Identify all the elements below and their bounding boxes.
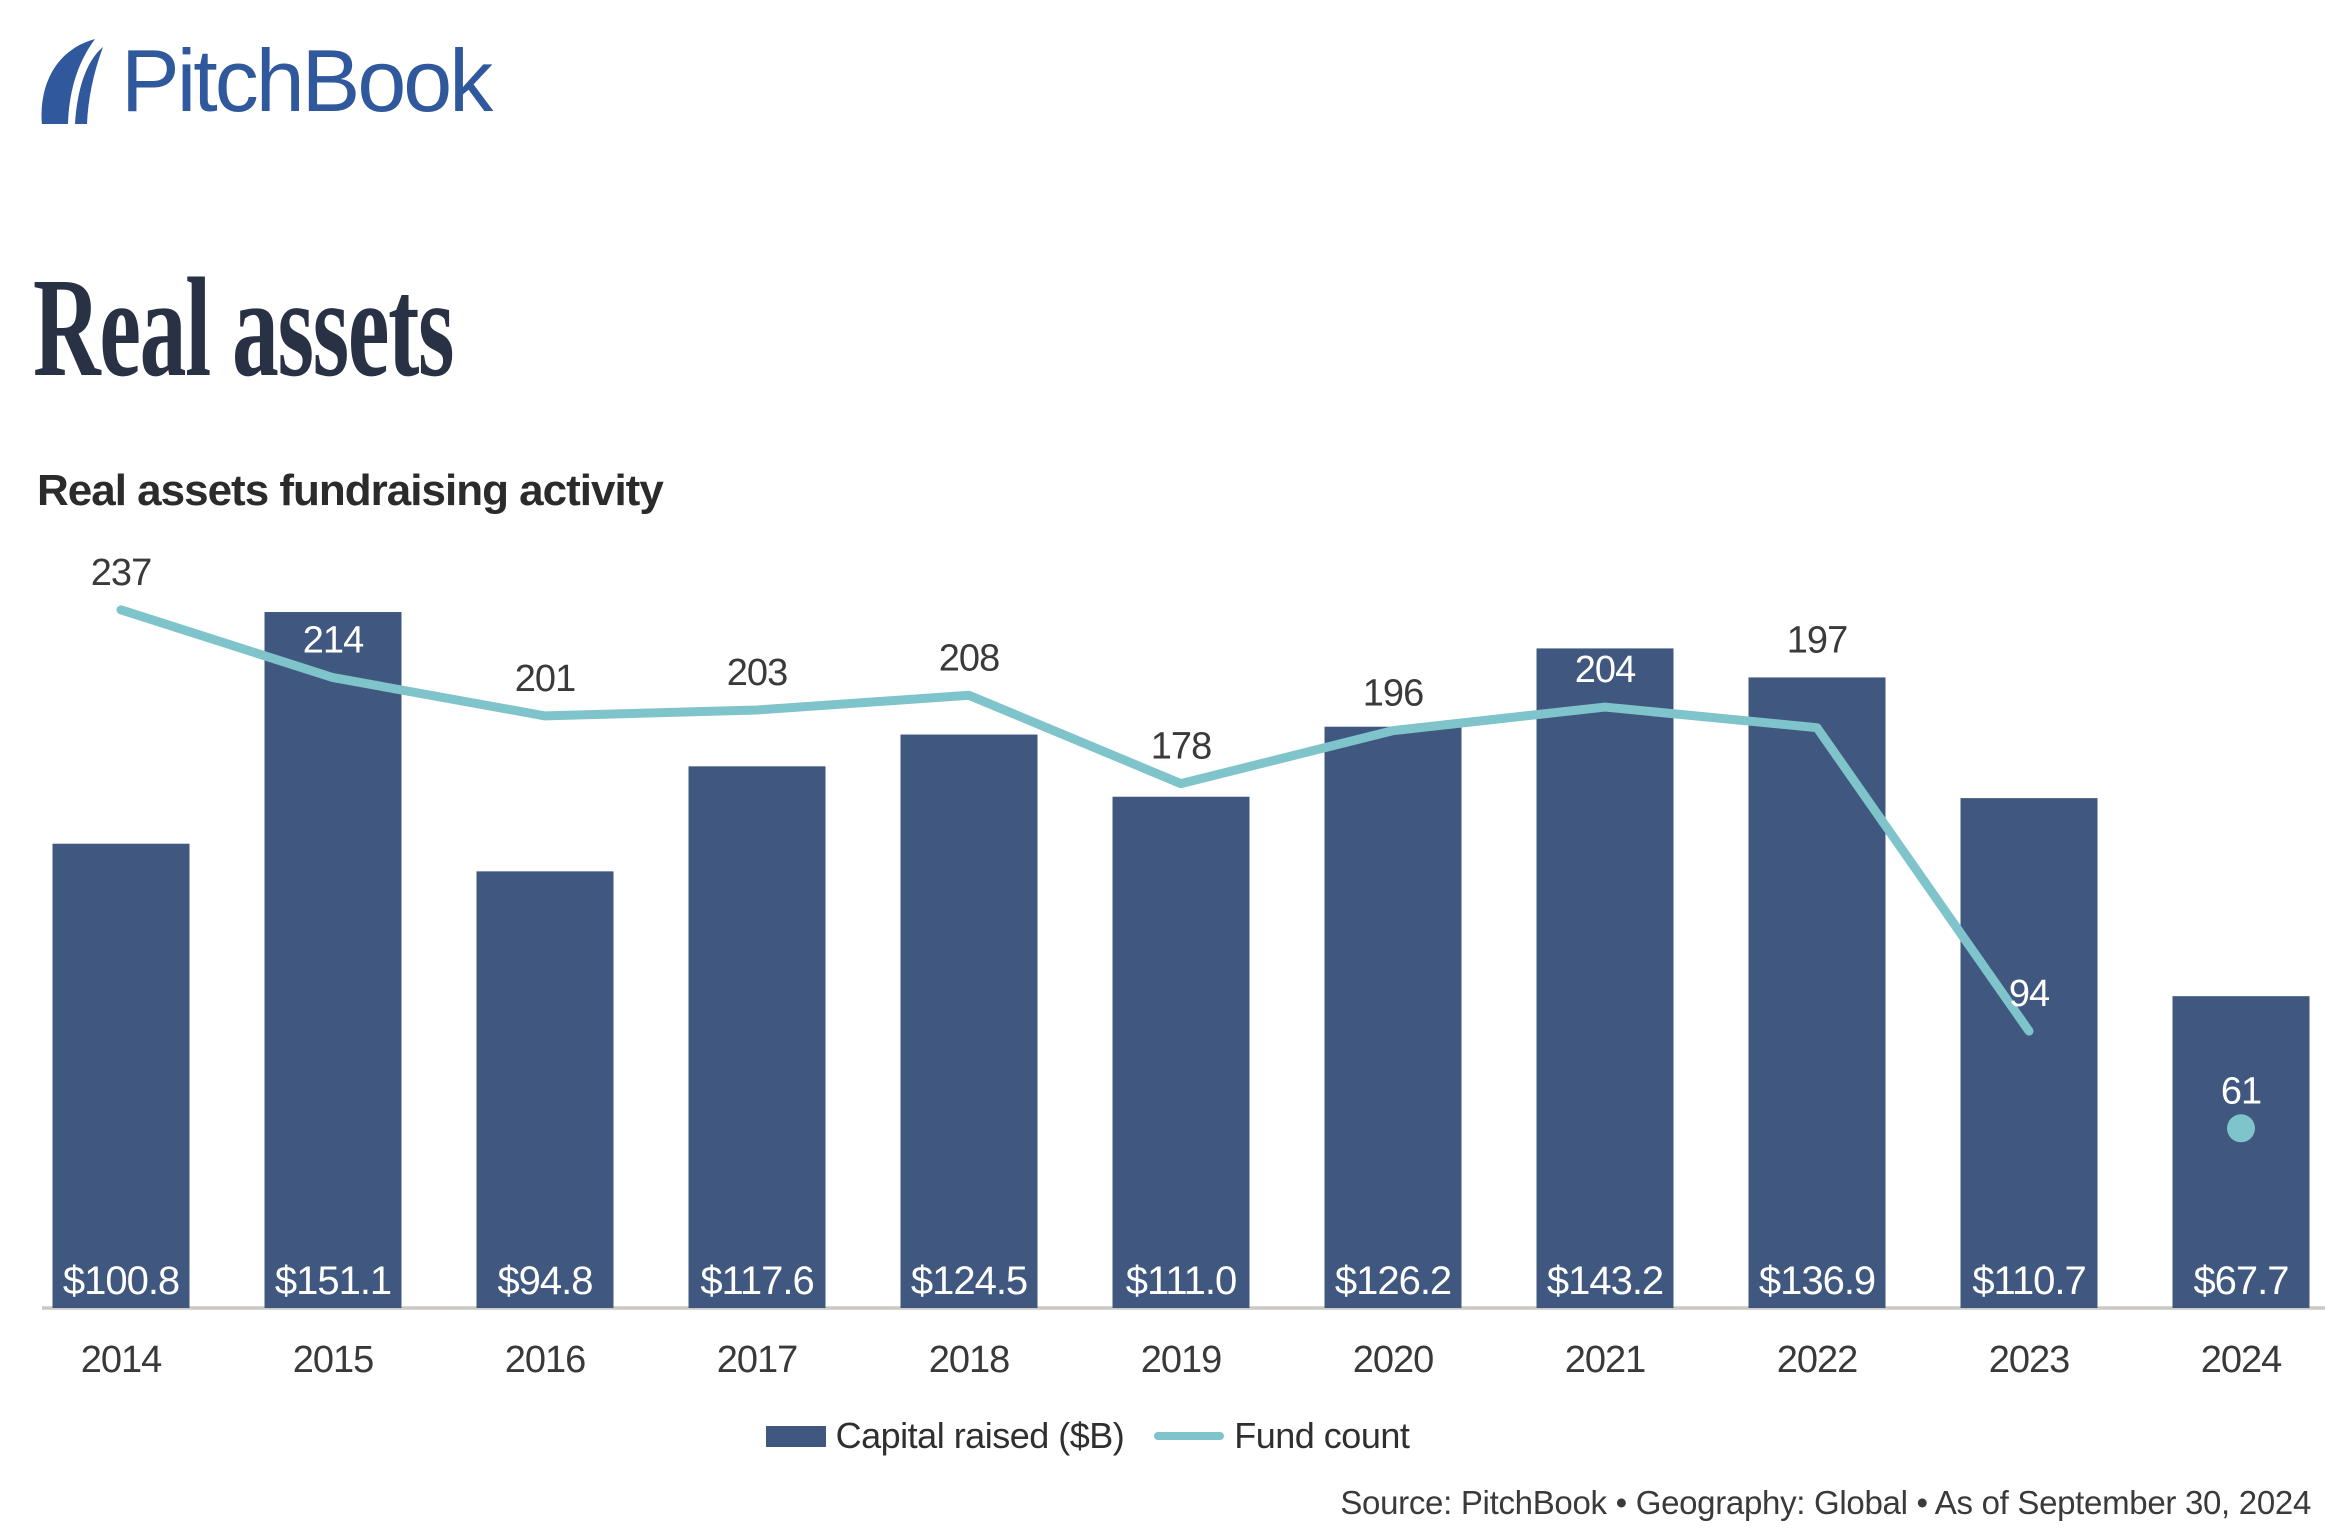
bar-value-label: $94.8 — [497, 1259, 592, 1303]
bar-value-label: $110.7 — [1972, 1259, 2085, 1303]
bar-2014 — [52, 843, 190, 1308]
fund-count-label: 196 — [1363, 673, 1423, 715]
bar-value-label: $136.9 — [1759, 1259, 1875, 1303]
pitchbook-logo: PitchBook — [37, 31, 493, 130]
bar-2015 — [264, 612, 402, 1308]
x-axis-label: 2024 — [2201, 1339, 2282, 1381]
bar-2024 — [2172, 996, 2310, 1308]
x-axis-label: 2019 — [1141, 1339, 1222, 1381]
chart-heading: Real assets fundraising activity — [37, 466, 664, 515]
x-axis-label: 2015 — [293, 1339, 374, 1381]
x-axis-label: 2022 — [1777, 1339, 1858, 1381]
bar-2022 — [1748, 677, 1886, 1308]
bar-2017 — [688, 766, 826, 1308]
fund-count-label: 204 — [1575, 649, 1636, 691]
pitchbook-sail-icon — [41, 39, 103, 124]
bar-value-label: $100.8 — [63, 1259, 179, 1303]
bar-value-label: $111.0 — [1126, 1259, 1236, 1303]
bar-value-label: $117.6 — [700, 1259, 813, 1303]
bar-2021 — [1536, 648, 1674, 1308]
fund-count-dot — [2227, 1114, 2255, 1143]
legend-item-fund-count: Fund count — [1154, 1415, 1410, 1457]
fund-count-line — [116, 605, 2034, 1036]
legend-item-capital-raised: Capital raised ($B) — [765, 1415, 1125, 1457]
fund-count-label: 208 — [939, 637, 999, 679]
chart-legend: Capital raised ($B) Fund count — [0, 1412, 2331, 1460]
fund-count-label: 94 — [2009, 973, 2050, 1015]
bar-value-label: $151.1 — [275, 1259, 391, 1303]
bar-2016 — [476, 871, 614, 1308]
x-axis-label: 2020 — [1353, 1339, 1434, 1381]
bar-swatch-icon — [765, 1425, 826, 1447]
line-swatch-icon — [1154, 1432, 1225, 1440]
fundraising-chart: $100.8 237 2014 $151.1 214 2015 $94.8 201 2016 $1… — [42, 552, 2325, 1381]
fund-count-label: 214 — [303, 620, 364, 662]
fund-count-label: 178 — [1151, 726, 1211, 768]
fund-count-label: 237 — [91, 552, 151, 594]
legend-label-fund-count: Fund count — [1234, 1415, 1410, 1456]
bar-2018 — [900, 734, 1038, 1308]
bar-2023 — [1960, 798, 2098, 1308]
bar-value-label: $67.7 — [2193, 1259, 2288, 1303]
bar-value-label: $126.2 — [1335, 1259, 1451, 1303]
x-axis-label: 2017 — [717, 1339, 798, 1381]
bar-value-label: $143.2 — [1547, 1259, 1663, 1303]
legend-label-capital-raised: Capital raised ($B) — [835, 1415, 1125, 1456]
x-axis-label: 2021 — [1565, 1339, 1646, 1381]
x-axis-label: 2014 — [81, 1339, 162, 1381]
pitchbook-logo-text: PitchBook — [121, 31, 493, 130]
fund-count-label: 197 — [1787, 619, 1847, 661]
x-axis-label: 2018 — [929, 1339, 1010, 1381]
fund-count-label: 203 — [727, 652, 787, 694]
bar-2020 — [1324, 726, 1462, 1308]
page-title: Real assets — [33, 248, 454, 406]
bar-value-label: $124.5 — [911, 1259, 1027, 1303]
bar-2019 — [1112, 796, 1250, 1308]
source-line: Source: PitchBook • Geography: Global • … — [1340, 1484, 2311, 1521]
fund-count-label: 201 — [515, 658, 575, 700]
x-axis-label: 2023 — [1989, 1339, 2070, 1381]
fund-count-label: 61 — [2221, 1070, 2261, 1112]
x-axis-label: 2016 — [505, 1339, 586, 1381]
